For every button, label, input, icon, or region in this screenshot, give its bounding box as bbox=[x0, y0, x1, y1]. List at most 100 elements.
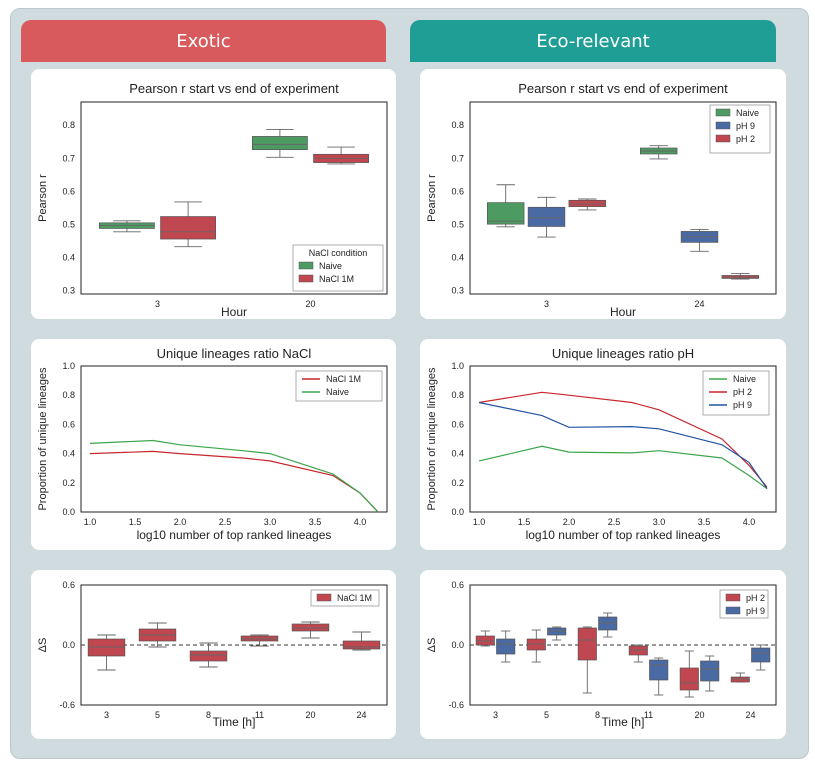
legend-entry: Naive bbox=[319, 261, 342, 271]
y-tick-label: 0.7 bbox=[451, 153, 464, 163]
panel-ds-nacl: Time [h] ΔS -0.6 0.0 0.6 3 5 8 11 20 24 NaCl 1M bbox=[31, 570, 396, 739]
legend-entry: pH 2 bbox=[733, 387, 752, 397]
x-tick-label: 3.5 bbox=[309, 517, 322, 527]
legend-box bbox=[295, 370, 383, 402]
y-tick-label: 0.6 bbox=[451, 419, 464, 429]
y-tick-label: 0.7 bbox=[62, 153, 75, 163]
legend-swatch bbox=[316, 593, 332, 602]
chart-title: Unique lineages ratio pH bbox=[552, 346, 694, 361]
legend-entry: pH 2 bbox=[746, 593, 765, 603]
y-tick-label: 0.8 bbox=[451, 120, 464, 130]
header-eco-relevant: Eco-relevant bbox=[410, 20, 776, 62]
x-tick-label: 3.0 bbox=[653, 517, 666, 527]
y-tick-label: 1.0 bbox=[451, 361, 464, 371]
panel-ds-ph: Time [h] ΔS -0.6 0.0 0.6 3 5 8 11 20 24 pH 2 pH 9 bbox=[420, 570, 786, 739]
chart-line-ph: Unique lineages ratio pH log10 number of … bbox=[426, 346, 777, 542]
plot-area-frame bbox=[80, 365, 388, 513]
x-axis-label: Hour bbox=[610, 305, 636, 319]
x-tick-label: 5 bbox=[155, 710, 160, 720]
legend-swatch bbox=[298, 274, 314, 283]
y-tick-label: 0.0 bbox=[62, 507, 75, 517]
y-tick-label: 0.6 bbox=[62, 580, 75, 590]
panel-box-ph: Pearson r start vs end of experiment Hour… bbox=[420, 69, 786, 319]
y-tick-label: 0.2 bbox=[451, 478, 464, 488]
y-tick-label: 0.3 bbox=[62, 286, 75, 296]
legend-entry: pH 9 bbox=[733, 400, 752, 410]
legend-entry: pH 9 bbox=[746, 606, 765, 616]
chart-box-nacl: Pearson r start vs end of experiment Hour… bbox=[37, 81, 388, 319]
x-axis-label: log10 number of top ranked lineages bbox=[137, 528, 332, 542]
y-tick-label: 0.0 bbox=[451, 507, 464, 517]
x-axis-label: Hour bbox=[221, 305, 247, 319]
y-tick-label: 0.4 bbox=[451, 449, 464, 459]
box-nacl-1m bbox=[342, 640, 381, 650]
x-tick-label: 20 bbox=[694, 710, 704, 720]
chart-title: Pearson r start vs end of experiment bbox=[518, 81, 728, 96]
y-tick-label: -0.6 bbox=[448, 700, 464, 710]
series-line-ph-2 bbox=[478, 391, 768, 488]
y-tick-label: -0.6 bbox=[59, 700, 75, 710]
panel-box-nacl: Pearson r start vs end of experiment Hour… bbox=[31, 69, 396, 319]
y-tick-label: 0.4 bbox=[451, 253, 464, 263]
y-tick-label: 0.0 bbox=[451, 640, 464, 650]
box-ph-2 bbox=[568, 199, 607, 207]
y-tick-label: 0.6 bbox=[451, 580, 464, 590]
x-tick-label: 11 bbox=[644, 710, 653, 720]
x-tick-label: 3.5 bbox=[698, 517, 711, 527]
plot-area-frame bbox=[80, 101, 388, 295]
x-tick-label: 2.0 bbox=[174, 517, 187, 527]
series-line-ph-9 bbox=[478, 401, 768, 489]
chart-title: Pearson r start vs end of experiment bbox=[129, 81, 339, 96]
y-axis-label: Proportion of unique lineages bbox=[37, 367, 49, 511]
box-nacl-1m bbox=[291, 623, 330, 632]
chart-box-ph: Pearson r start vs end of experiment Hour… bbox=[426, 81, 777, 319]
y-tick-label: 0.8 bbox=[62, 390, 75, 400]
plot-area-frame bbox=[469, 365, 777, 513]
legend-swatch bbox=[715, 121, 731, 130]
x-tick-label: 1.5 bbox=[518, 517, 531, 527]
series-line-naive bbox=[478, 445, 768, 490]
legend-entry: NaCl 1M bbox=[337, 593, 372, 603]
y-tick-label: 0.5 bbox=[451, 219, 464, 229]
y-axis-label: Pearson r bbox=[426, 174, 438, 222]
y-tick-label: 0.8 bbox=[451, 390, 464, 400]
y-tick-label: 0.6 bbox=[62, 419, 75, 429]
panel-line-ph: Unique lineages ratio pH log10 number of … bbox=[420, 339, 786, 550]
x-tick-label: 1.0 bbox=[84, 517, 97, 527]
box-ph-2 bbox=[577, 627, 597, 661]
box-ph-9 bbox=[527, 206, 566, 227]
x-tick-label: 1.0 bbox=[473, 517, 486, 527]
x-axis-label: Time [h] bbox=[602, 715, 645, 729]
series-line-naive bbox=[89, 439, 379, 513]
legend-swatch bbox=[715, 134, 731, 143]
box-ph-9 bbox=[496, 638, 516, 655]
x-tick-label: 8 bbox=[595, 710, 600, 720]
y-tick-label: 0.2 bbox=[62, 478, 75, 488]
x-tick-label: 8 bbox=[206, 710, 211, 720]
legend-swatch bbox=[715, 108, 731, 117]
box-ph-2 bbox=[628, 645, 648, 656]
y-axis-label: ΔS bbox=[426, 638, 438, 653]
legend-entry: pH 2 bbox=[736, 134, 755, 144]
plot-area-frame bbox=[469, 101, 777, 295]
legend-swatch bbox=[725, 593, 741, 602]
x-tick-label: 20 bbox=[305, 299, 315, 309]
box-ph-9 bbox=[700, 660, 720, 682]
x-tick-label: 5 bbox=[544, 710, 549, 720]
header-exotic: Exotic bbox=[21, 20, 386, 62]
chart-ds-ph: Time [h] ΔS -0.6 0.0 0.6 3 5 8 11 20 24 pH 2 pH 9 bbox=[426, 580, 777, 729]
x-tick-label: 4.0 bbox=[743, 517, 756, 527]
box-ph-9 bbox=[751, 647, 771, 663]
y-tick-label: 0.3 bbox=[451, 286, 464, 296]
chart-ds-nacl: Time [h] ΔS -0.6 0.0 0.6 3 5 8 11 20 24 NaCl 1M bbox=[37, 580, 388, 729]
legend-entry: NaCl 1M bbox=[319, 274, 354, 284]
y-tick-label: 0.0 bbox=[62, 640, 75, 650]
chart-line-nacl: Unique lineages ratio NaCl log10 number o… bbox=[37, 346, 388, 542]
box-nacl-1m bbox=[160, 216, 216, 240]
legend-entry: Naive bbox=[736, 108, 759, 118]
x-tick-label: 24 bbox=[356, 710, 366, 720]
box-ph-2 bbox=[730, 676, 750, 683]
box-ph-9 bbox=[598, 616, 618, 631]
x-tick-label: 3 bbox=[155, 299, 160, 309]
x-tick-label: 2.5 bbox=[219, 517, 232, 527]
